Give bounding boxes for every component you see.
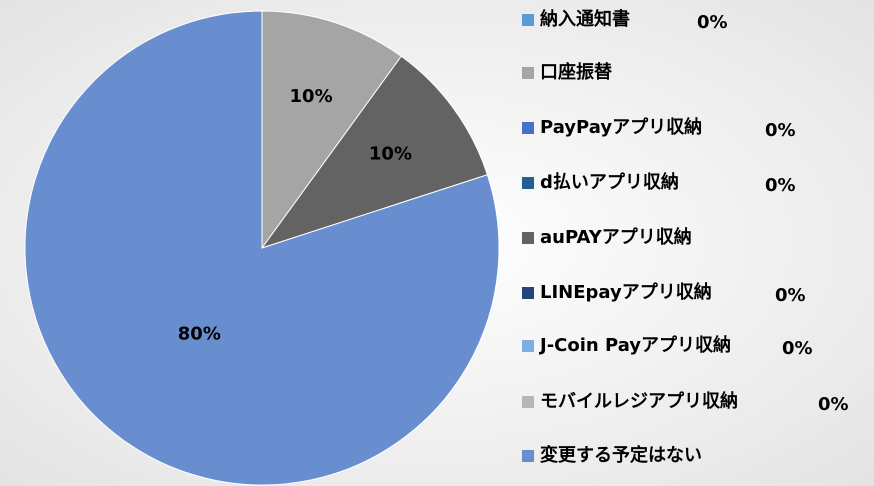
legend-label: LINEpayアプリ収納 [540,281,712,303]
data-label: 10% [290,86,333,107]
data-label: 0% [818,394,849,415]
legend-label: 納入通知書 [540,8,630,30]
legend-swatch [522,14,534,26]
data-label: 0% [775,285,806,306]
data-label: 80% [178,323,221,344]
legend-swatch [522,287,534,299]
legend-label: J-Coin Payアプリ収納 [538,334,731,356]
legend-swatch [522,177,534,189]
legend-swatch [522,340,534,352]
legend-swatch [522,67,534,79]
data-label: 0% [697,12,728,33]
legend-swatch [522,122,534,134]
legend-label: 変更する予定はない [540,444,702,466]
legend-swatch [522,396,534,408]
legend-label: auPAYアプリ収納 [540,226,692,248]
legend-label: PayPayアプリ収納 [540,116,702,138]
legend-swatch [522,232,534,244]
legend-label: モバイルレジアプリ収納 [540,390,738,412]
pie-slice [260,55,489,249]
data-label: 0% [765,175,796,196]
pie-slice [24,10,500,486]
legend-swatch [522,450,534,462]
data-label: 0% [765,120,796,141]
legend-label: d払いアプリ収納 [540,171,679,193]
legend-label: 口座振替 [540,61,613,83]
pie-slice [261,10,403,250]
data-label: 0% [782,338,813,359]
data-label: 10% [369,144,412,165]
